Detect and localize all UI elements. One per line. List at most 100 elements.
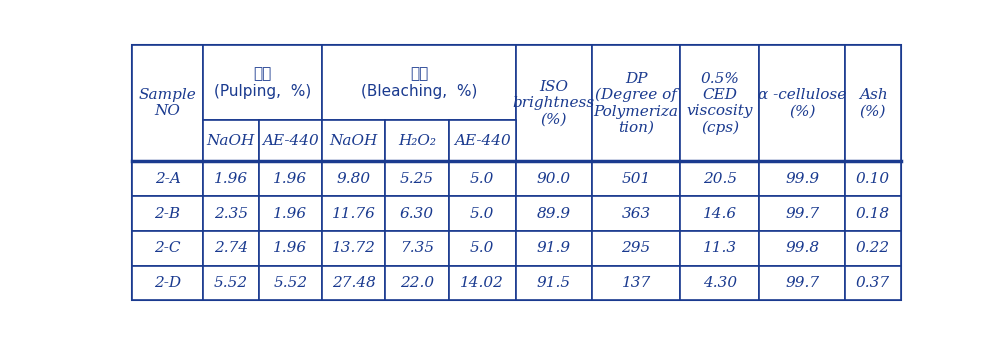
Text: NaOH: NaOH (207, 134, 255, 148)
Bar (845, 45, 901, 161)
Bar (259, 120, 323, 161)
Bar (203, 266, 259, 300)
Bar (203, 45, 323, 120)
Bar (449, 161, 516, 196)
Text: 0.22: 0.22 (856, 241, 890, 255)
Text: 5.0: 5.0 (470, 207, 494, 221)
Bar (592, 196, 680, 231)
Bar (385, 266, 449, 300)
Bar (516, 196, 592, 231)
Text: 20.5: 20.5 (703, 172, 737, 186)
Text: 501: 501 (622, 172, 651, 186)
Bar (449, 231, 516, 266)
Bar (759, 266, 845, 300)
Bar (132, 231, 203, 266)
Text: 2.74: 2.74 (214, 241, 248, 255)
Text: ISO
brightness
(%): ISO brightness (%) (513, 80, 595, 126)
Text: 91.5: 91.5 (537, 276, 571, 290)
Text: 295: 295 (622, 241, 651, 255)
Bar (449, 196, 516, 231)
Text: 2-B: 2-B (154, 207, 180, 221)
Text: 22.0: 22.0 (400, 276, 434, 290)
Bar (323, 231, 385, 266)
Text: 6.30: 6.30 (400, 207, 434, 221)
Text: 5.0: 5.0 (470, 172, 494, 186)
Bar (680, 161, 759, 196)
Text: Ash
(%): Ash (%) (859, 88, 887, 118)
Text: 5.25: 5.25 (400, 172, 434, 186)
Bar (203, 231, 259, 266)
Bar (385, 161, 449, 196)
Bar (845, 161, 901, 196)
Text: 1.96: 1.96 (214, 172, 248, 186)
Text: 137: 137 (622, 276, 651, 290)
Bar (680, 196, 759, 231)
Text: 0.10: 0.10 (856, 172, 890, 186)
Bar (449, 266, 516, 300)
Bar (132, 196, 203, 231)
Bar (759, 161, 845, 196)
Text: 99.7: 99.7 (785, 207, 820, 221)
Text: 363: 363 (622, 207, 651, 221)
Text: AE-440: AE-440 (262, 134, 319, 148)
Text: 5.0: 5.0 (470, 241, 494, 255)
Bar (259, 161, 323, 196)
Text: 11.3: 11.3 (703, 241, 737, 255)
Bar (259, 231, 323, 266)
Text: α -cellulose
(%): α -cellulose (%) (758, 88, 847, 118)
Text: 1.96: 1.96 (273, 241, 307, 255)
Bar (323, 45, 516, 120)
Text: 2-C: 2-C (154, 241, 180, 255)
Bar (759, 196, 845, 231)
Text: 0.18: 0.18 (856, 207, 890, 221)
Bar (385, 120, 449, 161)
Bar (385, 231, 449, 266)
Text: 14.6: 14.6 (703, 207, 737, 221)
Text: 99.9: 99.9 (785, 172, 820, 186)
Bar (449, 120, 516, 161)
Text: 2.35: 2.35 (214, 207, 248, 221)
Text: NaOH: NaOH (330, 134, 378, 148)
Text: 14.02: 14.02 (461, 276, 504, 290)
Text: 99.8: 99.8 (785, 241, 820, 255)
Text: 2-D: 2-D (154, 276, 181, 290)
Bar (759, 231, 845, 266)
Text: 표백
(Bleaching,  %): 표백 (Bleaching, %) (361, 66, 477, 98)
Bar (845, 196, 901, 231)
Text: 11.76: 11.76 (332, 207, 376, 221)
Bar (203, 120, 259, 161)
Text: 27.48: 27.48 (332, 276, 376, 290)
Text: 0.5%
CED
viscosity
(cps): 0.5% CED viscosity (cps) (686, 71, 753, 135)
Bar (203, 196, 259, 231)
Bar (759, 45, 845, 161)
Text: Sample
NO: Sample NO (139, 88, 197, 118)
Bar (323, 161, 385, 196)
Text: 99.7: 99.7 (785, 276, 820, 290)
Bar (680, 45, 759, 161)
Text: 5.52: 5.52 (214, 276, 248, 290)
Text: AE-440: AE-440 (454, 134, 510, 148)
Bar (516, 231, 592, 266)
Bar (592, 161, 680, 196)
Bar (323, 196, 385, 231)
Bar (516, 45, 592, 161)
Bar (203, 161, 259, 196)
Bar (323, 120, 385, 161)
Text: 91.9: 91.9 (537, 241, 571, 255)
Text: DP
(Degree of
Polymeriza
tion): DP (Degree of Polymeriza tion) (594, 71, 678, 135)
Bar (323, 266, 385, 300)
Text: 4.30: 4.30 (703, 276, 737, 290)
Text: 2-A: 2-A (154, 172, 180, 186)
Text: 89.9: 89.9 (537, 207, 571, 221)
Bar (592, 266, 680, 300)
Text: 1.96: 1.96 (273, 172, 307, 186)
Bar (680, 266, 759, 300)
Bar (845, 266, 901, 300)
Text: 1.96: 1.96 (273, 207, 307, 221)
Text: H₂O₂: H₂O₂ (398, 134, 436, 148)
Bar (132, 161, 203, 196)
Bar (259, 196, 323, 231)
Text: 13.72: 13.72 (332, 241, 376, 255)
Text: 증해
(Pulping,  %): 증해 (Pulping, %) (214, 66, 311, 98)
Bar (516, 266, 592, 300)
